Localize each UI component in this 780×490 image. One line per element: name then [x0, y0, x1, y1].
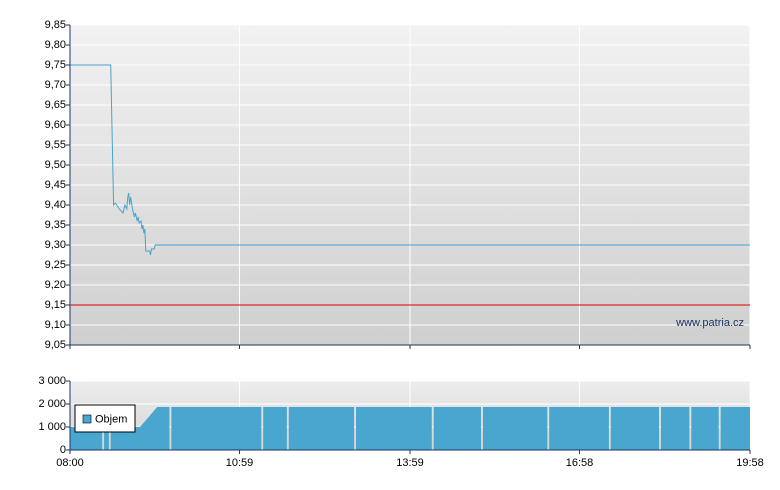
x-tick-label: 19:58	[736, 457, 764, 469]
y-tick-label: 9,10	[45, 319, 66, 331]
y-tick-label: 0	[60, 444, 66, 456]
y-tick-label: 9,75	[45, 59, 66, 71]
y-tick-label: 9,85	[45, 19, 66, 31]
y-tick-label: 9,45	[45, 179, 66, 191]
x-tick-label: 13:59	[396, 457, 424, 469]
y-tick-label: 1 000	[38, 421, 66, 433]
watermark: www.patria.cz	[675, 317, 744, 329]
x-tick-label: 08:00	[56, 457, 84, 469]
x-tick-label: 16:58	[566, 457, 594, 469]
y-tick-label: 2 000	[38, 398, 66, 410]
legend-swatch	[82, 414, 92, 424]
price-line	[70, 64, 750, 256]
legend-label: Objem	[95, 413, 127, 425]
y-tick-label: 9,70	[45, 79, 66, 91]
y-tick-label: 9,05	[45, 339, 66, 351]
x-tick-label: 10:59	[226, 457, 254, 469]
y-tick-label: 9,25	[45, 259, 66, 271]
y-tick-label: 3 000	[38, 375, 66, 387]
y-tick-label: 9,40	[45, 199, 66, 211]
y-tick-label: 9,20	[45, 279, 66, 291]
y-tick-label: 9,30	[45, 239, 66, 251]
y-tick-label: 9,55	[45, 139, 66, 151]
y-tick-label: 9,60	[45, 119, 66, 131]
y-tick-label: 9,65	[45, 99, 66, 111]
y-tick-label: 9,80	[45, 39, 66, 51]
y-tick-label: 9,15	[45, 299, 66, 311]
y-tick-label: 9,35	[45, 219, 66, 231]
volume-area	[70, 406, 750, 450]
y-tick-label: 9,50	[45, 159, 66, 171]
